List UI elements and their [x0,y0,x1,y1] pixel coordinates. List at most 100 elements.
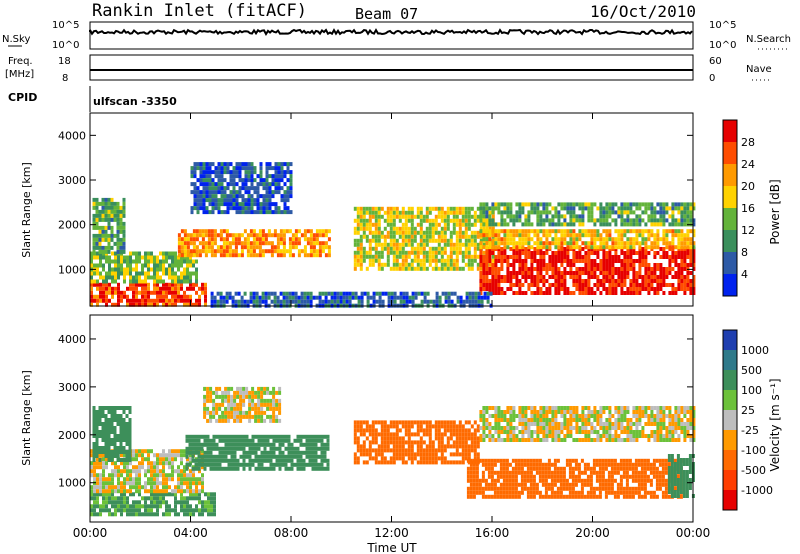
velocity-cell [123,489,126,494]
velocity-cell [183,504,186,509]
power-cell [626,267,630,271]
velocity-cell [440,448,444,453]
power-cell [533,275,537,279]
power-cell [677,287,681,291]
velocity-cell [260,402,264,407]
velocity-cell [119,446,123,450]
velocity-cell [195,492,198,497]
power-cell [171,298,174,303]
power-cell [509,202,513,207]
power-cell [199,166,203,171]
power-cell [223,170,227,175]
power-cell [223,178,227,183]
velocity-cell [383,440,387,445]
velocity-cell [213,496,216,501]
power-cell [488,237,492,242]
power-cell [677,237,681,242]
power-cell [671,218,675,223]
power-cell [189,271,192,276]
velocity-cell [90,453,93,458]
power-cell [419,222,423,227]
velocity-cell [113,406,117,410]
power-cell [614,287,618,291]
power-cell [608,275,612,279]
velocity-cell [156,461,159,466]
power-cell [641,241,645,246]
power-cell [623,279,627,283]
power-cell [274,170,278,175]
power-cell [662,267,666,271]
power-cell [536,241,540,246]
power-cell [653,206,657,211]
power-cell [286,198,290,203]
velocity-cell [419,436,423,441]
velocity-cell [395,432,399,437]
power-cell [380,206,384,211]
velocity-cell [233,410,237,415]
power-cell [383,234,387,239]
power-cell [410,242,414,247]
power-cell [656,233,660,238]
power-cell [383,210,387,215]
power-cell [635,287,639,291]
power-cell [126,298,129,303]
power-cell [509,255,513,259]
velocity-cell [413,420,417,425]
power-cell [614,241,618,246]
velocity-cell [147,457,150,462]
power-cell [267,241,271,246]
power-cell [575,214,579,219]
velocity-cell [206,450,210,455]
power-cell [500,214,504,219]
power-cell [177,259,180,264]
velocity-cell [93,473,96,478]
velocity-cell [227,462,231,467]
velocity-cell [210,496,213,501]
velocity-cell [317,446,321,451]
power-cell [554,222,558,227]
power-cell [677,245,681,250]
power-cell [168,271,171,276]
power-cell [368,250,372,255]
power-cell [395,226,399,231]
power-cell [530,251,534,255]
power-cell [416,258,420,263]
power-cell [309,249,313,254]
velocity-cell [123,453,126,458]
velocity-cell [153,469,156,474]
power-cell [539,222,543,227]
power-cell [265,162,269,167]
power-cell [452,206,456,211]
velocity-cell [209,466,213,471]
velocity-cell [224,406,228,411]
power-cell [135,290,138,295]
velocity-cell [407,448,411,453]
power-cell [398,210,402,215]
power-cell [211,206,215,211]
velocity-cell [266,466,270,471]
power-cell [198,229,202,234]
velocity-cell [185,446,189,451]
power-cell [452,258,456,263]
velocity-cell [114,508,117,513]
velocity-cell [269,414,273,419]
power-cell [416,254,420,259]
velocity-cell [147,504,150,509]
power-cell [614,218,618,223]
power-cell [101,201,105,206]
power-cell [174,298,177,303]
velocity-cell [116,446,120,450]
power-cell [674,275,678,279]
power-cell [365,226,369,231]
power-cell [270,241,274,246]
power-cell [120,298,123,303]
power-cell [147,263,150,268]
power-cell [162,259,165,264]
power-cell [683,279,687,283]
power-cell [132,302,135,307]
power-cell [231,233,235,238]
power-cell [122,213,126,218]
power-cell [250,170,254,175]
power-cell [250,198,254,203]
power-cell [578,279,582,283]
